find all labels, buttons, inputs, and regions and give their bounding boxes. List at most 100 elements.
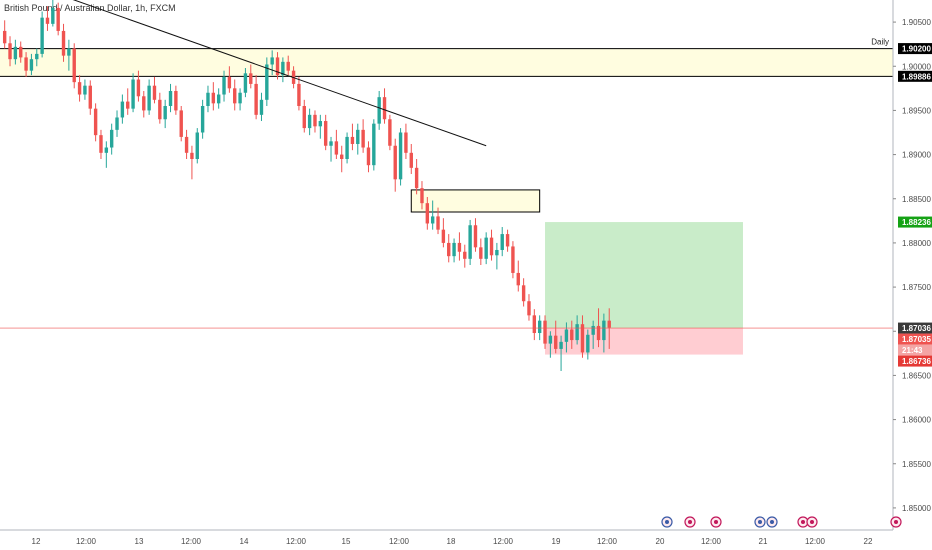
candle <box>404 132 408 153</box>
candle <box>372 123 376 166</box>
time-tick-label: 18 <box>447 537 456 546</box>
candle <box>345 136 349 159</box>
demand-box <box>410 189 541 213</box>
price-tick-label: 1.88500 <box>902 195 931 204</box>
candle <box>88 85 92 109</box>
time-tick-label: 12:00 <box>389 537 410 546</box>
event-flag-dot <box>665 520 669 524</box>
candle <box>468 225 472 259</box>
candle <box>388 119 392 146</box>
resistance-zone <box>0 48 893 77</box>
candle <box>259 99 264 115</box>
candle <box>152 85 157 100</box>
countdown-tag-bg <box>898 344 932 356</box>
candle <box>500 234 504 250</box>
candle <box>596 325 601 341</box>
candle <box>184 136 189 153</box>
candle <box>313 114 317 127</box>
event-flag-dot <box>758 520 762 524</box>
event-flag-dot <box>894 520 898 524</box>
candle <box>414 167 419 189</box>
candle <box>532 315 537 334</box>
daily-label: Daily <box>871 38 889 47</box>
time-tick-label: 21 <box>759 537 768 546</box>
candle <box>495 249 499 256</box>
zone-bottom-tag-bg <box>898 70 932 82</box>
price-tick-label: 1.89500 <box>902 106 931 115</box>
candle <box>489 237 494 256</box>
candle <box>409 152 413 168</box>
price-tick-label: 1.89000 <box>902 151 931 160</box>
candle <box>564 329 569 342</box>
candle <box>425 203 430 224</box>
price-tick-label: 1.88000 <box>902 239 931 248</box>
candle <box>179 110 183 137</box>
candle <box>93 108 98 136</box>
candles-layer <box>2 0 611 371</box>
candle <box>307 114 312 129</box>
candle <box>99 135 103 153</box>
candle <box>297 83 301 106</box>
candle <box>67 48 71 56</box>
candle <box>484 237 488 259</box>
candle <box>511 246 515 273</box>
candle <box>131 79 135 109</box>
time-tick-label: 14 <box>240 537 249 546</box>
trendline <box>72 0 487 147</box>
candle <box>340 154 344 159</box>
candle <box>174 90 178 111</box>
candle <box>13 46 18 60</box>
candle <box>302 106 306 129</box>
candle <box>350 136 355 144</box>
time-tick-label: 12:00 <box>493 537 514 546</box>
candle <box>463 251 467 259</box>
candle <box>591 325 595 335</box>
price-tick-label: 1.85000 <box>902 504 931 513</box>
candle <box>441 229 446 243</box>
candle <box>382 97 387 120</box>
event-flag-dot <box>770 520 774 524</box>
candle <box>377 97 381 124</box>
time-tick-label: 22 <box>864 537 873 546</box>
candle <box>200 106 205 133</box>
candle <box>537 320 542 334</box>
candle <box>195 132 199 159</box>
candle <box>275 57 280 76</box>
candle <box>473 225 478 248</box>
candle <box>334 141 339 155</box>
candle <box>61 30 66 56</box>
candle <box>56 7 60 31</box>
candle <box>420 188 424 204</box>
target-tag: 1.88236 <box>902 218 931 227</box>
candle <box>265 64 269 100</box>
candle <box>35 53 39 60</box>
candle <box>281 61 285 76</box>
candle <box>211 92 216 104</box>
event-flag-dot <box>810 520 814 524</box>
candle <box>457 242 462 252</box>
candle <box>136 79 141 97</box>
event-flag-dot <box>714 520 718 524</box>
candle <box>447 242 451 257</box>
price-axis: 1.90500 1.90000 1.89500 1.89000 1.88500 1.880… <box>892 0 932 530</box>
time-tick-label: 20 <box>656 537 665 546</box>
chart-title: British Pound / Australian Dollar, 1h, F… <box>4 3 176 13</box>
candle <box>24 57 28 71</box>
price-tick-label: 1.87500 <box>902 283 931 292</box>
time-axis: 12 12:00 13 12:00 14 12:00 15 12:00 18 12:00 19 12:… <box>0 529 893 546</box>
stop-tag: 1.86736 <box>902 357 931 366</box>
time-tick-label: 12:00 <box>76 537 97 546</box>
candle <box>216 94 221 104</box>
time-tick-label: 15 <box>342 537 351 546</box>
candle <box>147 85 151 111</box>
candle <box>227 76 232 89</box>
candle <box>361 129 365 148</box>
candle <box>559 341 563 349</box>
candle <box>115 117 119 130</box>
time-tick-label: 12:00 <box>286 537 307 546</box>
candle <box>554 335 558 349</box>
candle <box>163 106 167 120</box>
candle <box>580 324 585 353</box>
current-price-tag-bg <box>898 333 932 345</box>
